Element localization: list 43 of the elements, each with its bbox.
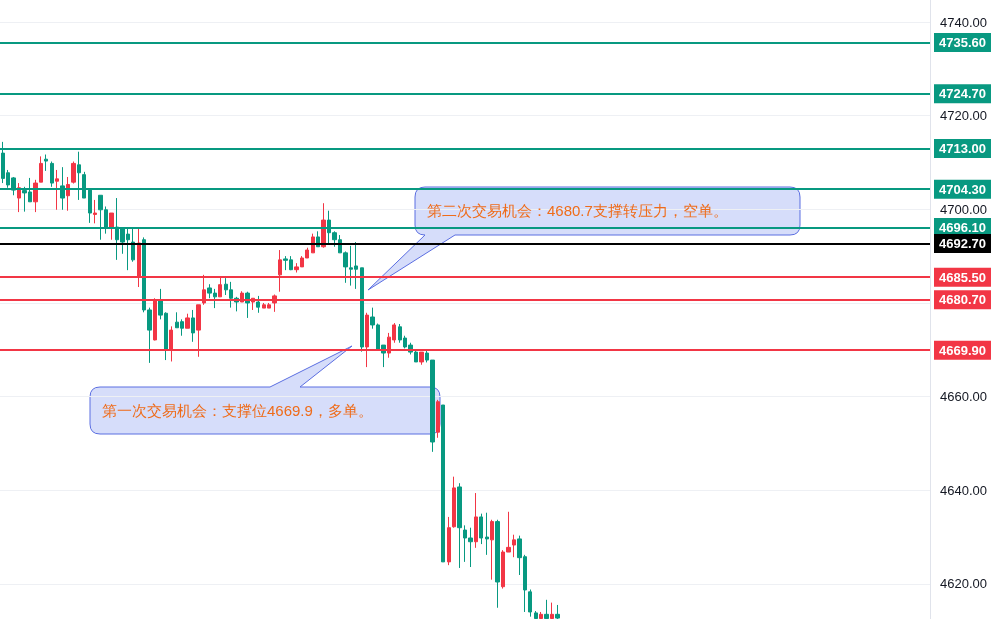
candlestick [55, 169, 59, 211]
candlestick [550, 602, 554, 619]
candlestick [109, 212, 114, 241]
annotation: 第一次交易机会：支撑位4669.9，多单。 [102, 401, 373, 421]
candlestick [360, 267, 364, 353]
candlestick [544, 599, 549, 619]
ref-line-label: 4713.00 [939, 140, 986, 156]
candlestick [512, 534, 516, 558]
candlestick [528, 589, 532, 618]
ref-line-label: 4724.70 [939, 86, 986, 102]
ref-line-label: 4692.70 [939, 235, 986, 251]
ref-line-label: 4696.10 [939, 220, 986, 236]
candlestick [256, 295, 260, 314]
candlestick [71, 161, 76, 185]
ref-line-label: 4680.70 [939, 292, 986, 308]
ref-line-label: 4669.90 [939, 342, 986, 358]
candlestick [447, 516, 451, 566]
candlestick [479, 513, 483, 545]
candlestick [44, 154, 48, 172]
y-tick-label: 4640.00 [940, 482, 987, 498]
candlestick [185, 313, 190, 329]
candlestick [495, 519, 500, 609]
ref-line-label: 4735.60 [939, 35, 986, 51]
candlestick [534, 610, 538, 619]
candlestick [457, 482, 462, 569]
candlestick [191, 309, 195, 343]
y-tick-label: 4620.00 [940, 576, 987, 592]
annotation: 第二次交易机会：4680.7支撑转压力，空单。 [427, 202, 728, 221]
y-tick-label: 4740.00 [940, 14, 987, 30]
candlestick [539, 611, 543, 619]
y-tick-label: 4720.00 [940, 108, 987, 124]
ref-line-label: 4704.30 [939, 181, 986, 197]
candlestick [93, 199, 97, 224]
y-tick-label: 4700.00 [940, 201, 987, 217]
y-tick-label: 4660.00 [940, 389, 987, 405]
candlestick [452, 476, 456, 529]
candlestick [436, 399, 440, 439]
candlestick [485, 512, 489, 556]
candlestick [474, 492, 478, 549]
candlestick [555, 604, 560, 619]
candlestick [490, 519, 494, 581]
ref-line-label: 4685.50 [939, 269, 986, 285]
candlestick [441, 404, 445, 563]
